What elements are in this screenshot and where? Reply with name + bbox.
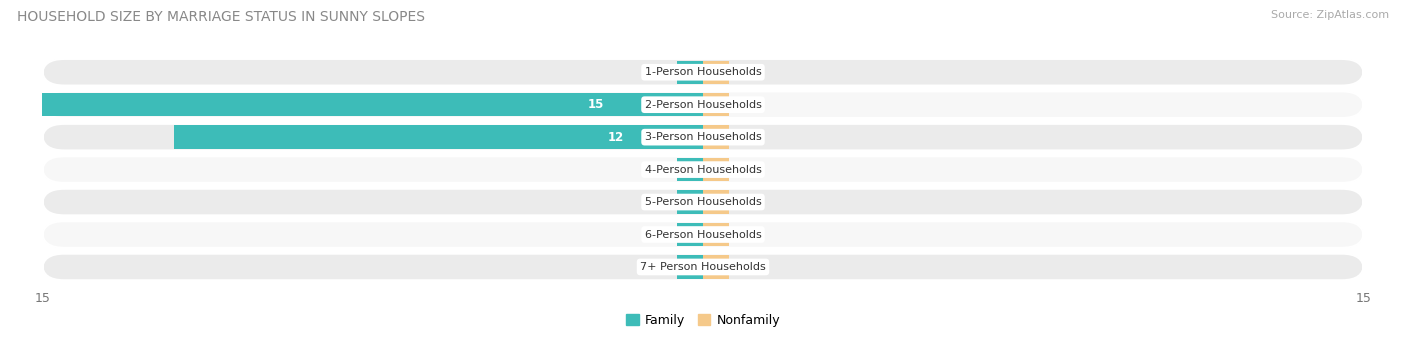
Text: 1-Person Households: 1-Person Households	[644, 67, 762, 77]
Bar	[174, 125, 703, 149]
Bar	[676, 255, 703, 279]
Bar	[703, 158, 730, 181]
Bar	[703, 93, 730, 116]
Text: 0: 0	[661, 66, 668, 79]
Bar	[703, 223, 730, 246]
Text: 0: 0	[661, 195, 668, 209]
Text: 0: 0	[738, 228, 745, 241]
Bar	[703, 125, 730, 149]
Text: HOUSEHOLD SIZE BY MARRIAGE STATUS IN SUNNY SLOPES: HOUSEHOLD SIZE BY MARRIAGE STATUS IN SUN…	[17, 10, 425, 24]
Text: 7+ Person Households: 7+ Person Households	[640, 262, 766, 272]
Bar	[676, 190, 703, 214]
Bar	[703, 61, 730, 84]
Text: 0: 0	[738, 261, 745, 273]
Text: Source: ZipAtlas.com: Source: ZipAtlas.com	[1271, 10, 1389, 20]
FancyBboxPatch shape	[42, 221, 1364, 248]
FancyBboxPatch shape	[42, 124, 1364, 150]
Bar	[676, 223, 703, 246]
FancyBboxPatch shape	[42, 156, 1364, 183]
Text: 6-Person Households: 6-Person Households	[644, 229, 762, 239]
Text: 0: 0	[738, 131, 745, 144]
Text: 0: 0	[661, 228, 668, 241]
Text: 2-Person Households: 2-Person Households	[644, 100, 762, 110]
Bar	[676, 158, 703, 181]
Text: 15: 15	[588, 98, 605, 111]
Bar	[703, 255, 730, 279]
Text: 0: 0	[738, 66, 745, 79]
FancyBboxPatch shape	[42, 189, 1364, 216]
Bar	[42, 93, 703, 116]
Text: 0: 0	[738, 98, 745, 111]
FancyBboxPatch shape	[42, 59, 1364, 86]
Text: 0: 0	[661, 261, 668, 273]
Text: 12: 12	[607, 131, 624, 144]
Text: 4-Person Households: 4-Person Households	[644, 165, 762, 175]
Text: 3-Person Households: 3-Person Households	[644, 132, 762, 142]
FancyBboxPatch shape	[42, 254, 1364, 280]
Text: 5-Person Households: 5-Person Households	[644, 197, 762, 207]
Text: 0: 0	[738, 195, 745, 209]
Text: 0: 0	[738, 163, 745, 176]
Legend: Family, Nonfamily: Family, Nonfamily	[621, 309, 785, 332]
FancyBboxPatch shape	[42, 91, 1364, 118]
Text: 0: 0	[661, 163, 668, 176]
Bar	[703, 190, 730, 214]
Bar	[676, 61, 703, 84]
